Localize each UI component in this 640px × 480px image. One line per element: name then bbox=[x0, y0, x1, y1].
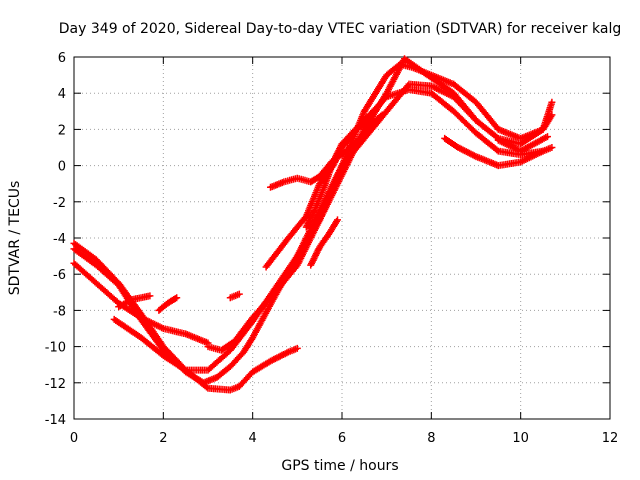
series-marks bbox=[302, 115, 377, 231]
y-tick-label: -12 bbox=[45, 377, 66, 392]
series-marks bbox=[494, 133, 551, 155]
y-tick-label: -6 bbox=[53, 268, 66, 283]
y-tick-label: 4 bbox=[58, 87, 66, 102]
series-track-5 bbox=[115, 292, 154, 311]
series-track-8 bbox=[226, 290, 243, 302]
y-tick-label: -4 bbox=[53, 232, 66, 247]
series-marks bbox=[115, 292, 154, 311]
series-track-6 bbox=[155, 294, 181, 314]
series-track-9 bbox=[235, 344, 301, 390]
series-track-12 bbox=[302, 115, 377, 231]
series-track-7 bbox=[204, 80, 556, 354]
series-marks bbox=[155, 294, 181, 314]
x-tick-label: 10 bbox=[512, 431, 529, 446]
series-track-14 bbox=[441, 134, 547, 170]
series-marks bbox=[204, 80, 556, 354]
series-track-15 bbox=[494, 133, 551, 155]
x-axis-title: GPS time / hours bbox=[281, 458, 398, 474]
y-tick-label: 2 bbox=[58, 123, 66, 138]
x-tick-label: 6 bbox=[338, 431, 346, 446]
x-tick-label: 12 bbox=[602, 431, 619, 446]
series-marks bbox=[441, 134, 547, 170]
data-marks bbox=[70, 55, 556, 394]
y-tick-label: -14 bbox=[45, 413, 66, 428]
y-tick-label: -2 bbox=[53, 196, 66, 211]
series-track-13 bbox=[307, 216, 341, 269]
x-tick-label: 0 bbox=[70, 431, 78, 446]
y-tick-label: -10 bbox=[45, 341, 66, 356]
series-marks bbox=[226, 290, 243, 302]
x-tick-label: 2 bbox=[159, 431, 167, 446]
x-tick-label: 8 bbox=[427, 431, 435, 446]
y-tick-label: 0 bbox=[58, 160, 66, 175]
x-tick-label: 4 bbox=[249, 431, 257, 446]
y-tick-label: -8 bbox=[53, 304, 66, 319]
series-marks bbox=[307, 216, 341, 269]
y-axis-title: SDTVAR / TECUs bbox=[7, 181, 23, 296]
chart-title: Day 349 of 2020, Sidereal Day-to-day VTE… bbox=[59, 21, 621, 37]
series-marks bbox=[235, 344, 301, 390]
axis-ticks: 0 2 4 6 8 10 12 -14 -12 -10 -8 -6 -4 -2 0 2 4 6 bbox=[45, 51, 619, 446]
y-tick-label: 6 bbox=[58, 51, 66, 66]
